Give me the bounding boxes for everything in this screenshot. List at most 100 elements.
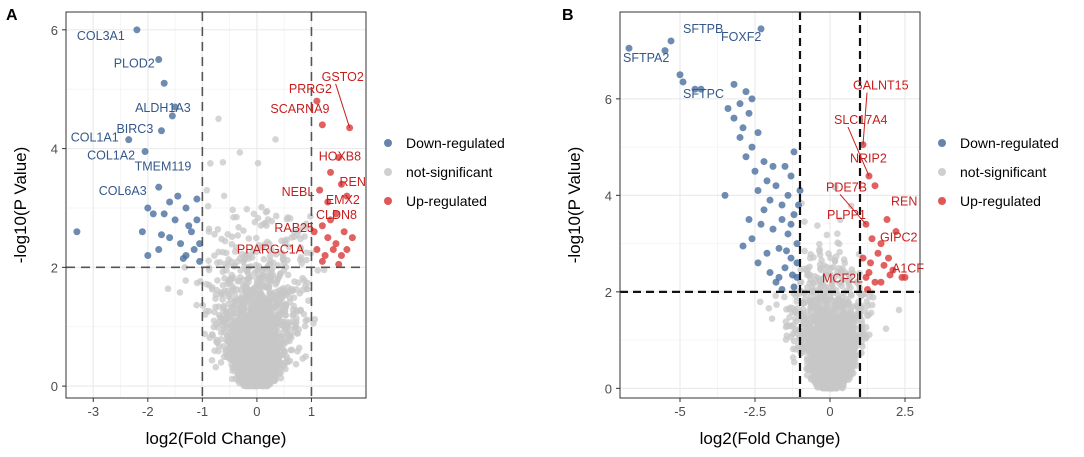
down-point xyxy=(160,79,168,87)
ns-point xyxy=(266,301,274,308)
ns-point xyxy=(251,218,259,226)
ns-point xyxy=(806,254,814,262)
ns-point xyxy=(215,115,222,123)
ns-point xyxy=(214,225,222,233)
ns-point xyxy=(270,295,277,302)
legend-label: not-significant xyxy=(406,164,492,180)
ns-point xyxy=(235,330,242,338)
ns-point xyxy=(275,318,282,326)
ns-point xyxy=(234,232,242,239)
ns-point xyxy=(263,319,270,326)
ns-point xyxy=(837,216,844,224)
ns-point xyxy=(256,333,263,340)
ns-point xyxy=(245,255,253,262)
ns-point xyxy=(274,306,282,314)
ns-point xyxy=(847,202,855,210)
ns-point xyxy=(240,311,248,319)
ns-point xyxy=(217,359,225,366)
ns-point xyxy=(298,260,306,267)
ns-point xyxy=(303,285,311,293)
ns-point xyxy=(792,315,799,323)
ns-point xyxy=(294,347,301,355)
ns-point xyxy=(219,282,227,289)
ns-point xyxy=(252,234,260,242)
ns-point xyxy=(261,282,269,290)
ns-point xyxy=(213,338,220,346)
ns-point xyxy=(847,367,855,375)
ns-point xyxy=(208,356,216,364)
ns-point xyxy=(219,159,227,166)
up-point xyxy=(324,234,332,242)
ns-point xyxy=(272,250,280,258)
gene-label: REN xyxy=(339,175,365,189)
x-tick-label: 0 xyxy=(253,404,260,419)
y-axis-title: -log10(P Value) xyxy=(11,147,30,264)
ns-point xyxy=(307,213,314,220)
ns-point xyxy=(248,336,256,344)
down-point xyxy=(185,222,193,230)
ns-point xyxy=(251,269,259,276)
ns-point xyxy=(214,277,221,284)
gene-label: HOXB8 xyxy=(319,149,361,163)
ns-point xyxy=(236,149,244,156)
down-point xyxy=(168,112,176,120)
ns-point xyxy=(827,295,834,303)
ns-point xyxy=(237,267,244,274)
ns-point xyxy=(281,237,288,244)
ns-point xyxy=(257,351,265,358)
ns-point xyxy=(229,367,237,375)
ns-point xyxy=(297,235,304,243)
ns-point xyxy=(204,202,212,210)
y-tick-label: 0 xyxy=(51,379,58,394)
ns-point xyxy=(212,363,220,371)
down-point xyxy=(160,210,168,218)
down-point xyxy=(141,148,149,156)
ns-point xyxy=(262,208,270,216)
ns-point xyxy=(292,320,299,328)
ns-point xyxy=(240,227,247,235)
down-point xyxy=(190,246,198,254)
ns-point xyxy=(207,160,214,167)
ns-point xyxy=(219,322,227,329)
gene-label: CLDN8 xyxy=(316,208,357,222)
ns-point xyxy=(829,276,837,284)
ns-point xyxy=(176,289,184,296)
ns-point xyxy=(236,304,244,312)
plot-border xyxy=(65,11,367,399)
ns-point xyxy=(263,348,271,356)
ns-point xyxy=(268,265,276,273)
ns-point xyxy=(257,359,265,367)
ns-point xyxy=(304,279,311,287)
up-point xyxy=(310,228,318,236)
down-point xyxy=(174,192,182,200)
ns-point xyxy=(862,324,870,331)
ns-point xyxy=(210,317,218,325)
gene-label: GSTO2 xyxy=(322,70,364,84)
down-point xyxy=(155,246,163,254)
ns-point xyxy=(258,290,265,297)
ns-point xyxy=(252,248,260,256)
ns-point xyxy=(255,374,263,382)
ns-point xyxy=(297,253,305,261)
ns-point xyxy=(864,302,872,310)
ns-point xyxy=(845,281,853,289)
ns-point xyxy=(295,326,303,333)
ns-point xyxy=(284,271,292,279)
ns-point xyxy=(251,344,258,352)
ns-point xyxy=(801,265,808,273)
ns-point xyxy=(245,370,252,378)
up-point xyxy=(329,246,337,254)
ns-point xyxy=(213,259,221,266)
down-point xyxy=(138,228,146,236)
gene-label: PPARGC1A xyxy=(237,243,305,257)
ns-point xyxy=(193,279,201,287)
ns-point xyxy=(272,212,280,220)
ns-point xyxy=(231,291,239,298)
ns-point xyxy=(245,321,253,329)
ns-point xyxy=(234,278,242,285)
ns-point xyxy=(211,231,218,238)
up-point xyxy=(327,216,335,224)
ns-point xyxy=(865,311,872,319)
ns-point xyxy=(814,222,821,229)
